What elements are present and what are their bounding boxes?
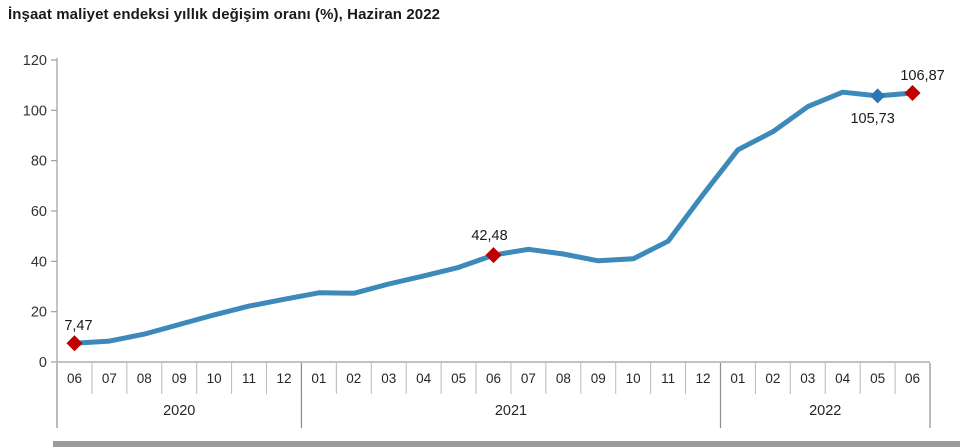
- x-axis-month-label: 07: [521, 371, 536, 386]
- y-axis-tick-label: 120: [23, 53, 47, 69]
- y-axis-tick-label: 0: [39, 355, 47, 371]
- x-axis-month-label: 08: [137, 371, 152, 386]
- x-axis-month-label: 05: [451, 371, 466, 386]
- data-point-label-2022-06: 106,87: [900, 68, 944, 84]
- data-point-marker-2020-06: [66, 335, 83, 352]
- chart-title: İnşaat maliyet endeksi yıllık değişim or…: [8, 6, 441, 23]
- x-axis-month-label: 11: [661, 371, 675, 386]
- x-axis-year-label: 2022: [809, 403, 841, 419]
- x-axis-year-label: 2021: [495, 403, 527, 419]
- x-axis-month-label: 05: [870, 371, 885, 386]
- x-axis-month-label: 12: [276, 371, 291, 386]
- y-axis-tick-label: 60: [31, 204, 47, 220]
- x-axis-month-label: 06: [67, 371, 82, 386]
- x-axis-month-label: 01: [730, 371, 745, 386]
- data-point-marker-2021-06: [485, 247, 502, 264]
- x-axis-month-label: 10: [626, 371, 641, 386]
- x-axis-month-label: 08: [556, 371, 571, 386]
- y-axis-tick-label: 40: [31, 254, 47, 270]
- x-axis-year-label: 2020: [163, 403, 195, 419]
- y-axis-tick-label: 20: [31, 305, 47, 321]
- x-axis-month-label: 06: [905, 371, 920, 386]
- x-axis-month-label: 03: [800, 371, 815, 386]
- y-axis-tick-label: 80: [31, 154, 47, 170]
- x-axis-month-label: 10: [207, 371, 222, 386]
- data-point-label-2020-06: 7,47: [64, 318, 92, 334]
- x-axis-month-label: 04: [416, 371, 432, 386]
- x-axis-month-label: 07: [102, 371, 117, 386]
- data-point-label-2021-06: 42,48: [471, 228, 507, 244]
- data-point-marker-2022-06: [904, 85, 921, 102]
- data-point-marker-2022-05: [870, 88, 886, 104]
- x-axis-month-label: 09: [591, 371, 606, 386]
- x-axis-month-label: 02: [346, 371, 361, 386]
- x-axis-month-label: 06: [486, 371, 501, 386]
- x-axis-month-label: 11: [242, 371, 256, 386]
- y-axis-tick-label: 100: [23, 103, 47, 119]
- data-line: [72, 89, 915, 346]
- x-axis-month-label: 04: [835, 371, 851, 386]
- x-axis-month-label: 03: [381, 371, 396, 386]
- x-axis-month-label: 02: [765, 371, 780, 386]
- x-axis-month-label: 01: [311, 371, 326, 386]
- data-point-label-2022-05: 105,73: [850, 111, 894, 127]
- cutoff-bottom-bar: [53, 441, 960, 447]
- x-axis-month-label: 12: [696, 371, 711, 386]
- x-axis-month-label: 09: [172, 371, 187, 386]
